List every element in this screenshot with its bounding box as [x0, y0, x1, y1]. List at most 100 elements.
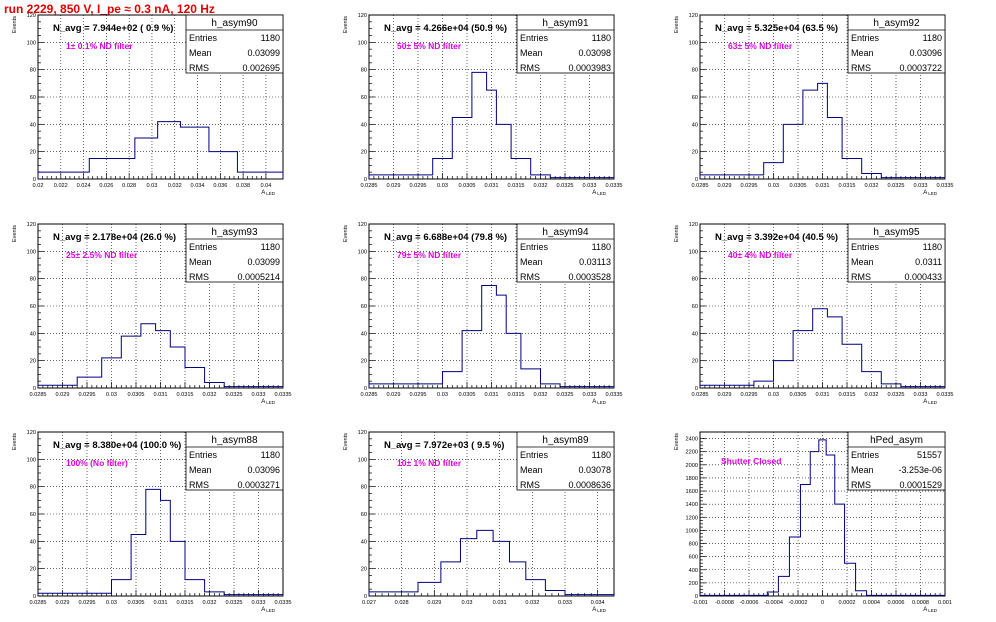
y-tick-label: 60 — [361, 95, 367, 101]
y-tick-label: 60 — [361, 512, 367, 518]
x-tick-label: 0.029 — [427, 600, 441, 606]
x-tick-label: 0.0295 — [740, 183, 757, 189]
y-tick-label: 120 — [689, 222, 698, 228]
stats-value: 0.03099 — [247, 257, 280, 267]
x-tick-label: 0.0006 — [887, 600, 904, 606]
x-tick-label: 0.032 — [525, 600, 539, 606]
x-tick-label: 0.033 — [252, 392, 266, 398]
y-tick-label: 40 — [30, 331, 36, 337]
x-tick-label: 0.028 — [122, 183, 136, 189]
x-tick-label: 0.029 — [387, 392, 401, 398]
x-tick-label: 0.029 — [387, 183, 401, 189]
histogram-panel: 0.0285 0.029 0.0295 0.03 0.0305 0.031 0.0315 0.… — [343, 13, 623, 196]
stats-label: Entries — [189, 450, 218, 460]
stats-label: RMS — [520, 480, 540, 490]
y-tick-label: 60 — [30, 95, 36, 101]
stats-value: 1180 — [261, 450, 280, 460]
x-tick-label: 0.03 — [768, 183, 779, 189]
x-tick-label: 0.032 — [534, 183, 548, 189]
x-tick-label: 0.03 — [106, 392, 117, 398]
histogram-name: h_asym89 — [542, 435, 589, 446]
y-tick-label: 0 — [695, 386, 698, 392]
stats-label: RMS — [851, 63, 871, 73]
stats-box — [516, 223, 615, 283]
x-axis-label: ALED — [592, 607, 607, 613]
filter-annotation: 40± 4% ND filter — [728, 250, 793, 260]
x-tick-label: 0.033 — [583, 183, 597, 189]
y-tick-label: 100 — [689, 40, 698, 46]
n-avg-label: N_avg = 3.392e+04 (40.5 %) — [715, 232, 838, 243]
x-tick-label: 0.0004 — [863, 600, 880, 606]
stats-value: 0.03098 — [578, 48, 611, 58]
x-tick-label: 0.0295 — [78, 600, 95, 606]
stats-label: RMS — [851, 272, 871, 282]
stats-value: 0.03113 — [579, 257, 611, 267]
x-tick-label: 0.036 — [213, 183, 227, 189]
histogram-name: h_asym95 — [873, 227, 920, 238]
x-tick-label: 0.0315 — [507, 183, 524, 189]
y-tick-label: 100 — [27, 457, 36, 463]
y-tick-label: 0 — [695, 594, 698, 600]
stats-label: RMS — [189, 272, 209, 282]
y-tick-label: 120 — [27, 430, 36, 436]
stats-label: RMS — [520, 63, 540, 73]
stats-label: Mean — [851, 257, 874, 267]
y-tick-label: 20 — [361, 359, 367, 365]
x-tick-label: 0.029 — [718, 183, 732, 189]
y-tick-label: 80 — [361, 485, 367, 491]
page-title: run 2229, 850 V, I_pe ≈ 0.3 nA, 120 Hz — [4, 2, 215, 16]
x-tick-label: 0 — [821, 600, 824, 606]
x-tick-label: 0.031 — [485, 183, 499, 189]
histogram-panel: 0.027 0.028 0.029 0.03 0.031 0.032 0.033 0.034 0… — [343, 430, 615, 613]
y-tick-label: 80 — [30, 277, 36, 283]
histogram-name: h_asym93 — [211, 227, 258, 238]
y-tick-label: 20 — [30, 359, 36, 365]
y-axis-label: Events — [12, 433, 18, 450]
y-tick-label: 2200 — [686, 450, 698, 456]
histogram-name: h_asym91 — [542, 18, 589, 29]
x-tick-label: 0.031 — [154, 600, 168, 606]
y-tick-label: 40 — [30, 122, 36, 128]
stats-label: Entries — [189, 242, 218, 252]
x-tick-label: 0.031 — [816, 392, 830, 398]
x-tick-label: 0.032 — [534, 392, 548, 398]
x-tick-label: 0.031 — [816, 183, 830, 189]
x-axis-label: ALED — [592, 399, 607, 405]
stats-label: RMS — [520, 272, 540, 282]
y-tick-label: 40 — [361, 331, 367, 337]
stats-value: 0.0003271 — [237, 480, 280, 490]
stats-label: Entries — [520, 242, 549, 252]
y-tick-label: 800 — [689, 542, 698, 548]
x-tick-label: 0.031 — [493, 600, 507, 606]
stats-value: 1180 — [923, 242, 942, 252]
y-tick-label: 120 — [358, 222, 367, 228]
x-axis-label: ALED — [261, 607, 276, 613]
x-tick-label: 0.0325 — [887, 183, 904, 189]
x-tick-label: 0.03 — [768, 392, 779, 398]
histogram-panel: 0.02 0.022 0.024 0.026 0.028 0.03 0.032 0.034 0.… — [12, 13, 284, 196]
x-tick-label: 0.033 — [583, 392, 597, 398]
x-tick-label: 0.038 — [236, 183, 250, 189]
x-tick-label: 0.0325 — [225, 600, 242, 606]
y-tick-label: 20 — [30, 567, 36, 573]
x-tick-label: 0.0325 — [556, 392, 573, 398]
x-tick-label: 0.03 — [106, 600, 117, 606]
stats-value: 1180 — [923, 33, 942, 43]
y-tick-label: 120 — [358, 430, 367, 436]
y-tick-label: 60 — [30, 304, 36, 310]
x-tick-label: 0.0285 — [29, 392, 46, 398]
x-tick-label: 0.0285 — [691, 392, 708, 398]
histogram-series — [699, 82, 946, 179]
y-axis-label: Events — [12, 225, 18, 242]
x-tick-label: 0.022 — [54, 183, 68, 189]
histogram-series — [368, 529, 615, 596]
y-tick-label: 600 — [689, 555, 698, 561]
histogram-series — [37, 323, 284, 388]
histogram-series — [37, 488, 284, 596]
x-tick-label: 0.0335 — [936, 183, 953, 189]
x-tick-label: 0.03 — [437, 183, 448, 189]
y-tick-label: 2000 — [686, 463, 698, 469]
y-tick-label: 0 — [364, 386, 367, 392]
x-tick-label: 0.033 — [252, 600, 266, 606]
stats-value: 0.03096 — [247, 465, 280, 475]
